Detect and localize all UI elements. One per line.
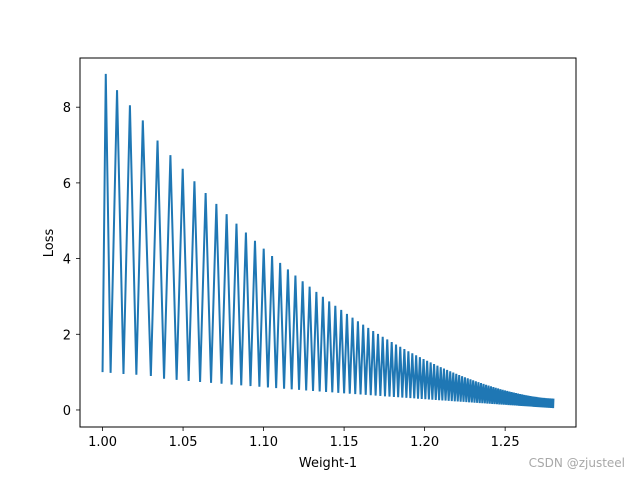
x-axis-label: Weight-1 — [299, 456, 357, 471]
x-tick-label: 1.20 — [410, 435, 439, 450]
watermark: CSDN @zjusteel — [528, 456, 625, 470]
x-tick-label: 1.15 — [330, 435, 359, 450]
x-tick-label: 1.05 — [169, 435, 198, 450]
loss-series-line — [101, 73, 555, 409]
y-axis-label: Loss — [42, 229, 57, 258]
plot-frame — [79, 57, 577, 428]
y-tick-label: 4 — [63, 253, 71, 268]
x-tick-label: 1.25 — [491, 435, 520, 450]
series-layer — [101, 73, 555, 409]
y-tick-label: 8 — [63, 101, 71, 116]
x-ticks: 1.00 1.05 1.10 1.15 1.20 1.25 — [88, 427, 520, 450]
y-ticks: 0 2 4 6 8 — [63, 101, 80, 419]
y-tick-label: 6 — [63, 177, 71, 192]
y-tick-label: 2 — [63, 328, 71, 343]
x-tick-label: 1.00 — [88, 435, 117, 450]
y-tick-label: 0 — [63, 404, 71, 419]
x-tick-label: 1.10 — [249, 435, 278, 450]
plot-area — [80, 58, 576, 427]
